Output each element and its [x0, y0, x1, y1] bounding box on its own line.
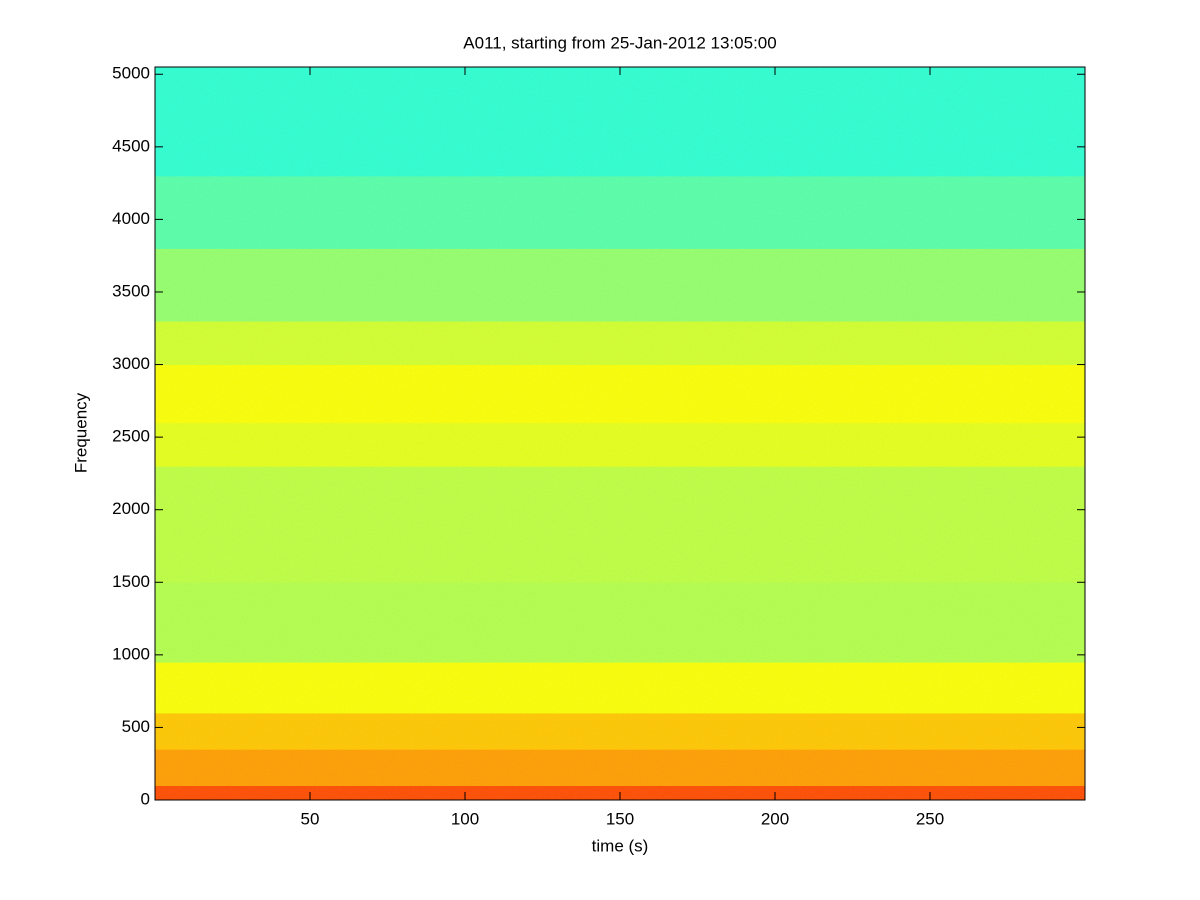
noise-texture: [155, 67, 1085, 800]
y-tick-label: 5000: [112, 64, 150, 83]
x-axis-label: time (s): [592, 836, 649, 855]
x-tick-label: 200: [761, 809, 789, 828]
y-tick-label: 4500: [112, 136, 150, 155]
x-tick-label: 50: [301, 809, 320, 828]
y-axis-label: Frequency: [71, 392, 90, 473]
y-tick-label: 2500: [112, 427, 150, 446]
y-tick-label: 4000: [112, 209, 150, 228]
y-tick-label: 2000: [112, 499, 150, 518]
x-tick-label: 250: [916, 809, 944, 828]
y-tick-label: 3500: [112, 281, 150, 300]
y-tick-label: 1500: [112, 572, 150, 591]
x-tick-label: 150: [606, 809, 634, 828]
chart-title: A011, starting from 25-Jan-2012 13:05:00: [463, 33, 776, 52]
x-tick-label: 100: [451, 809, 479, 828]
y-tick-label: 0: [141, 789, 150, 808]
y-tick-label: 500: [122, 717, 150, 736]
y-tick-label: 1000: [112, 644, 150, 663]
y-tick-label: 3000: [112, 354, 150, 373]
